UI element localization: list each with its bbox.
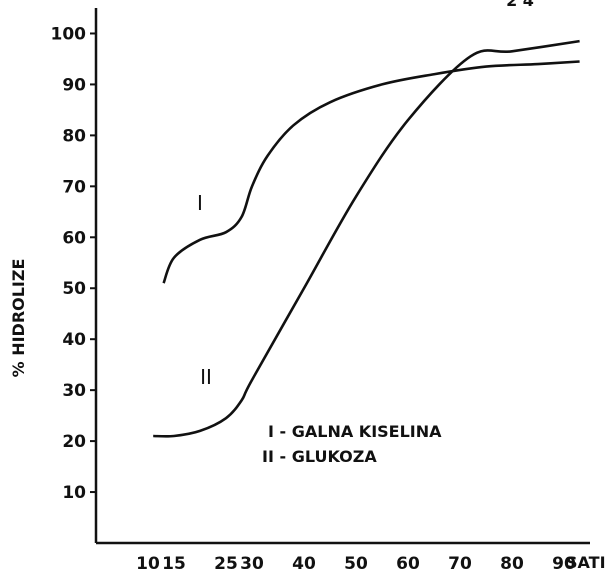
y-tick-label: 100 [51, 24, 87, 44]
legend-entry-i: I - GALNA KISELINA [268, 422, 442, 441]
y-tick-label: 50 [62, 279, 86, 299]
x-tick-label: 30 [240, 554, 264, 574]
series-label-ii: II [200, 365, 212, 389]
x-tick-label: 15 [162, 554, 186, 574]
legend-entry-ii: II - GLUKOZA [262, 447, 377, 466]
y-tick-label: 60 [62, 228, 86, 248]
x-tick-label: 40 [292, 554, 316, 574]
series-line-ii [153, 39, 580, 438]
y-tick-label: 20 [62, 432, 86, 452]
axes [94, 8, 590, 545]
x-tick-label: 80 [500, 554, 524, 574]
x-ticks: 10 15 25 30 40 50 60 70 80 90 [136, 554, 576, 574]
x-tick-label: 25 [214, 554, 238, 574]
y-tick-label: 40 [62, 330, 86, 350]
x-tick-label: 90 [552, 554, 576, 574]
y-tick-label: 80 [62, 126, 86, 146]
x-tick-label: 50 [344, 554, 368, 574]
y-tick-label: 90 [62, 75, 86, 95]
top-marks: 2 4 [506, 0, 534, 10]
y-axis-label: % HIDROLIZE [9, 259, 28, 378]
series-label-i: I [197, 191, 203, 215]
y-tick-label: 70 [62, 177, 86, 197]
x-axis-label: SATI [566, 553, 606, 572]
x-tick-label: 70 [448, 554, 472, 574]
series-lines [153, 39, 580, 438]
x-tick-label: 60 [396, 554, 420, 574]
y-tick-label: 10 [62, 483, 86, 503]
legend: I - GALNA KISELINA II - GLUKOZA [262, 422, 442, 466]
series-line-i [162, 60, 580, 284]
x-tick-label: 10 [136, 554, 160, 574]
y-ticks: 10 20 30 40 50 60 70 80 90 100 [51, 24, 96, 503]
y-tick-label: 30 [62, 381, 86, 401]
